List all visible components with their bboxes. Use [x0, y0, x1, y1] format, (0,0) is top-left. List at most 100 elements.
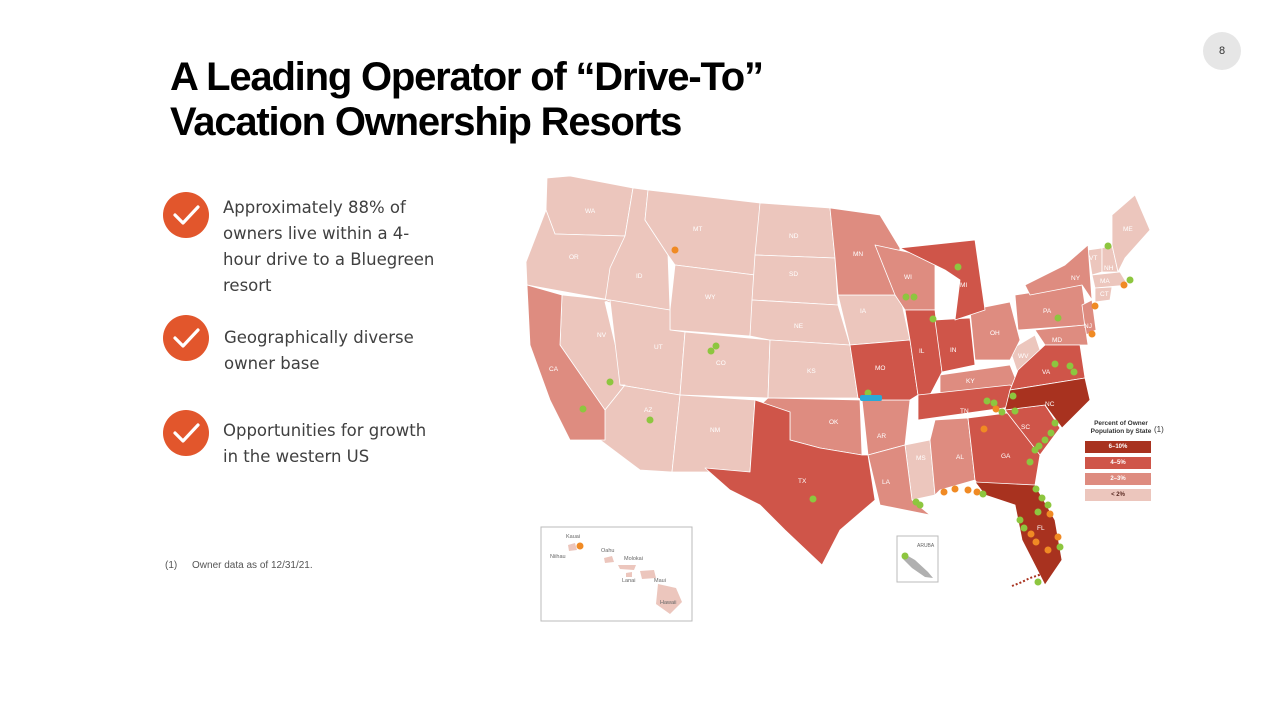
state-label: NE — [794, 323, 804, 330]
legend-item-lt-2: < 2% — [1085, 489, 1151, 501]
resort-marker — [1009, 392, 1017, 400]
resort-marker — [1044, 501, 1052, 509]
hawaii-label: Kauai — [566, 534, 580, 540]
state-label: MI — [960, 282, 967, 289]
state-label: SC — [1021, 424, 1030, 431]
resort-marker — [1056, 543, 1064, 551]
resort-marker — [1032, 538, 1040, 546]
state-nc — [1004, 377, 1091, 429]
resort-marker — [1104, 242, 1112, 250]
state-label: AR — [877, 433, 886, 440]
resort-marker — [940, 488, 948, 496]
state-oh — [969, 301, 1021, 361]
resort-marker — [1054, 533, 1062, 541]
resort-marker — [1047, 429, 1055, 437]
state-ma — [1091, 271, 1129, 289]
resort-marker — [809, 495, 817, 503]
state-label: TN — [960, 408, 969, 415]
legend-footnote-ref: (1) — [1154, 425, 1164, 434]
state-label: IN — [950, 347, 957, 354]
resort-marker — [973, 488, 981, 496]
state-al — [929, 417, 976, 496]
check-icon — [163, 410, 209, 456]
state-label: KY — [966, 378, 975, 385]
resort-marker — [712, 342, 720, 350]
page-number-badge: 8 — [1203, 32, 1241, 70]
map-legend: Percent of Owner Population by State (1)… — [1085, 420, 1165, 501]
bullet-text: Approximately 88% of owners live within … — [223, 198, 435, 295]
hawaii-label: Niihau — [550, 554, 566, 560]
state-sd — [751, 254, 839, 306]
state-label: VT — [1089, 255, 1097, 262]
hawaii-island — [618, 565, 636, 570]
footnote: (1) Owner data as of 12/31/21. — [165, 560, 313, 571]
legend-title: Percent of Owner Population by State — [1090, 420, 1152, 435]
state-label: AZ — [644, 407, 652, 414]
state-label: ID — [636, 273, 643, 280]
aruba-label: ARUBA — [917, 543, 935, 549]
resort-marker — [990, 399, 998, 407]
hawaii-label: Molokai — [624, 556, 643, 562]
state-va — [1009, 344, 1086, 391]
state-wy — [669, 264, 756, 337]
hawaii-island — [626, 572, 632, 577]
footnote-text: Owner data as of 12/31/21. — [192, 560, 313, 571]
state-md — [1034, 324, 1089, 346]
state-label: OK — [829, 419, 839, 426]
resort-marker — [1027, 530, 1035, 538]
hawaii-island — [568, 543, 577, 551]
resort-marker — [929, 315, 937, 323]
resort-marker — [1088, 330, 1096, 338]
state-label: MD — [1052, 337, 1062, 344]
resort-marker — [606, 378, 614, 386]
resort-marker — [860, 395, 882, 401]
state-label: FL — [1037, 525, 1045, 532]
resort-marker — [671, 246, 679, 254]
state-label: NJ — [1084, 323, 1092, 330]
state-label: NM — [710, 427, 720, 434]
resort-marker — [1044, 546, 1052, 554]
resort-marker — [1034, 578, 1042, 586]
resort-marker — [1054, 314, 1062, 322]
resort-marker — [983, 397, 991, 405]
resort-markers — [579, 242, 1134, 587]
resort-marker — [979, 490, 987, 498]
legend-item-2-3: 2–3% — [1085, 473, 1151, 485]
legend-item-6-10: 6–10% — [1085, 441, 1151, 453]
title-line-1: A Leading Operator of “Drive-To” — [170, 55, 764, 99]
state-mi — [899, 239, 986, 321]
resort-marker — [916, 501, 924, 509]
hawaii-island — [604, 556, 614, 563]
legend-item-4-5: 4–5% — [1085, 457, 1151, 469]
aruba-inset: ARUBA — [896, 535, 939, 583]
resort-marker — [910, 293, 918, 301]
resort-marker — [954, 263, 962, 271]
state-label: NH — [1104, 265, 1114, 272]
resort-marker — [998, 408, 1006, 416]
resort-marker — [576, 542, 584, 550]
title-line-2: Vacation Ownership Resorts — [170, 100, 682, 144]
state-label: GA — [1001, 453, 1011, 460]
resort-marker — [1051, 419, 1059, 427]
resort-marker — [992, 405, 1000, 413]
resort-marker — [1026, 458, 1034, 466]
resort-marker — [1016, 516, 1024, 524]
florida-keys — [1011, 573, 1043, 587]
hawaii-label: Maui — [654, 578, 666, 584]
resort-marker — [646, 416, 654, 424]
bullet-text: Geographically diverse owner base — [224, 328, 414, 373]
state-me — [1111, 194, 1151, 273]
state-label: WV — [1018, 353, 1029, 360]
state-label: AL — [956, 454, 964, 461]
resort-marker — [964, 486, 972, 494]
resort-marker — [579, 405, 587, 413]
resort-marker — [1038, 494, 1046, 502]
resort-marker — [1034, 508, 1042, 516]
state-label: VA — [1042, 369, 1051, 376]
state-pa — [1014, 284, 1089, 331]
resort-marker — [1051, 360, 1059, 368]
resort-marker — [1046, 510, 1054, 518]
state-label: WY — [705, 294, 716, 301]
hawaii-island — [656, 584, 682, 614]
us-map: WA OR CA NV ID MT WY UT AZ CO NM ND SD N… — [525, 175, 1151, 622]
